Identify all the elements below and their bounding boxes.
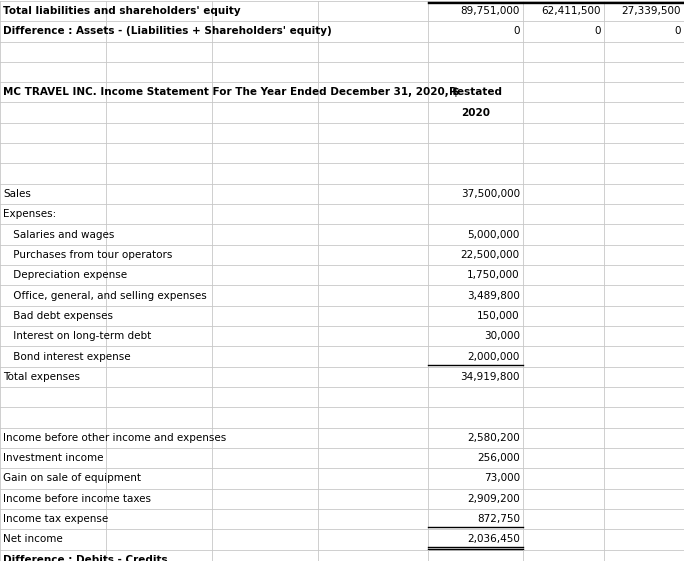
Text: Total expenses: Total expenses	[3, 372, 81, 382]
Text: 0: 0	[513, 26, 520, 36]
Text: Gain on sale of equipment: Gain on sale of equipment	[3, 473, 142, 484]
Text: 89,751,000: 89,751,000	[460, 6, 520, 16]
Text: MC TRAVEL INC. Income Statement For The Year Ended December 31, 2020, $: MC TRAVEL INC. Income Statement For The …	[3, 88, 460, 98]
Text: Salaries and wages: Salaries and wages	[10, 229, 115, 240]
Text: Bond interest expense: Bond interest expense	[10, 352, 131, 361]
Text: 2,580,200: 2,580,200	[467, 433, 520, 443]
Text: 1,750,000: 1,750,000	[467, 270, 520, 280]
Text: Purchases from tour operators: Purchases from tour operators	[10, 250, 172, 260]
Text: 5,000,000: 5,000,000	[467, 229, 520, 240]
Text: Total liabilities and shareholders' equity: Total liabilities and shareholders' equi…	[3, 6, 241, 16]
Text: 22,500,000: 22,500,000	[461, 250, 520, 260]
Text: 2,000,000: 2,000,000	[467, 352, 520, 361]
Text: 872,750: 872,750	[477, 514, 520, 524]
Text: Interest on long-term debt: Interest on long-term debt	[10, 331, 152, 341]
Text: 2,909,200: 2,909,200	[467, 494, 520, 504]
Text: 0: 0	[594, 26, 601, 36]
Text: 2020: 2020	[461, 108, 490, 118]
Text: 2,036,450: 2,036,450	[467, 535, 520, 544]
Text: Investment income: Investment income	[3, 453, 104, 463]
Text: Difference : Assets - (Liabilities + Shareholders' equity): Difference : Assets - (Liabilities + Sha…	[3, 26, 332, 36]
Text: 30,000: 30,000	[484, 331, 520, 341]
Text: 34,919,800: 34,919,800	[460, 372, 520, 382]
Text: Restated: Restated	[449, 88, 502, 98]
Text: 0: 0	[674, 26, 681, 36]
Text: Income tax expense: Income tax expense	[3, 514, 109, 524]
Text: 37,500,000: 37,500,000	[461, 189, 520, 199]
Text: 73,000: 73,000	[484, 473, 520, 484]
Text: Sales: Sales	[3, 189, 31, 199]
Text: Net income: Net income	[3, 535, 63, 544]
Text: 150,000: 150,000	[477, 311, 520, 321]
Text: 62,411,500: 62,411,500	[541, 6, 601, 16]
Text: Income before income taxes: Income before income taxes	[3, 494, 151, 504]
Text: Bad debt expenses: Bad debt expenses	[10, 311, 114, 321]
Text: Difference : Debits - Credits: Difference : Debits - Credits	[3, 555, 168, 561]
Text: 3,489,800: 3,489,800	[467, 291, 520, 301]
Text: 256,000: 256,000	[477, 453, 520, 463]
Text: 27,339,500: 27,339,500	[621, 6, 681, 16]
Text: Expenses:: Expenses:	[3, 209, 57, 219]
Text: Office, general, and selling expenses: Office, general, and selling expenses	[10, 291, 207, 301]
Text: Depreciation expense: Depreciation expense	[10, 270, 127, 280]
Text: Income before other income and expenses: Income before other income and expenses	[3, 433, 226, 443]
